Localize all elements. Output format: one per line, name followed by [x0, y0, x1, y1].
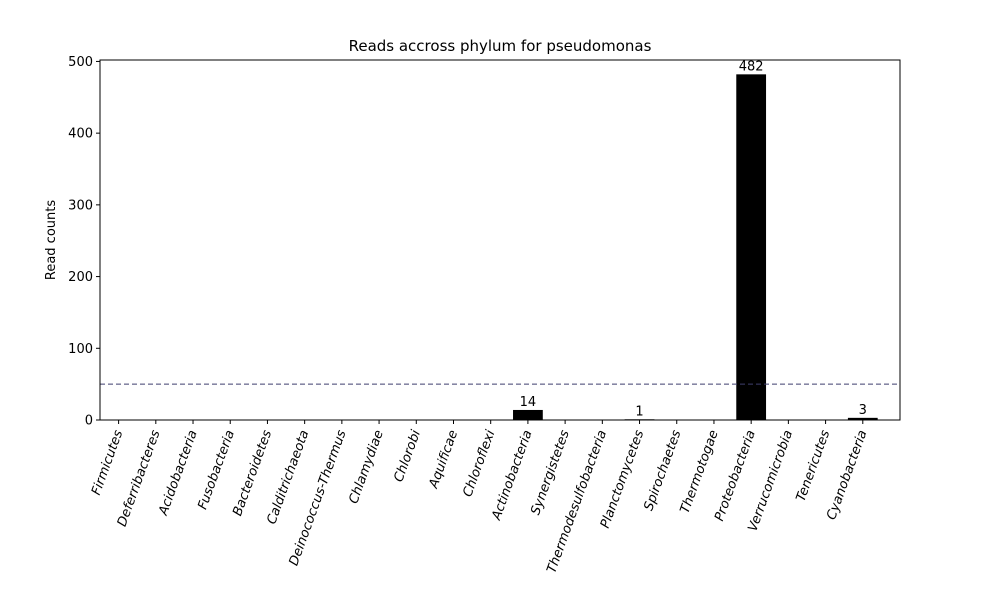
x-tick-label: Cyanobacteria: [824, 428, 870, 522]
bar-cyanobacteria: [847, 417, 878, 420]
bars-group: [513, 74, 878, 421]
bar-proteobacteria: [736, 74, 767, 421]
x-tick-label: Aquificae: [426, 428, 461, 491]
plot-area-frame: [99, 59, 901, 421]
y-tick-label: 400: [68, 127, 93, 142]
x-tick-label: Acidobacteria: [156, 428, 201, 518]
x-tick-label: Synergistetes: [528, 428, 573, 517]
x-tick-label: Bacteroidetes: [230, 428, 275, 518]
y-axis-label: Read counts: [44, 200, 59, 280]
x-tick-label: Firmicutes: [89, 428, 126, 497]
x-tick-label: Chloroflexi: [460, 428, 498, 499]
x-tick-label: Chlorobi: [391, 428, 424, 484]
bar-actinobacteria: [513, 409, 543, 420]
x-tick-label: Thermotogae: [678, 428, 722, 515]
x-tick-label: Fusobacteria: [195, 428, 238, 511]
data-label: 1: [635, 404, 643, 419]
y-tick-label: 200: [68, 270, 93, 285]
chart-title: Reads accross phylum for pseudomonas: [349, 37, 652, 55]
y-tick-label: 300: [68, 198, 93, 213]
x-tick-label: Chlamydiae: [346, 428, 386, 506]
data-label: 14: [520, 395, 537, 410]
data-label: 3: [859, 403, 867, 418]
data-labels-group: 14 1 482 3: [520, 59, 867, 419]
y-tick-label: 100: [68, 342, 93, 357]
x-tick-label: Tenericutes: [794, 428, 834, 504]
x-axis: FirmicutesDeferribacteresAcidobacteriaFu…: [89, 420, 871, 575]
y-tick-label: 0: [85, 414, 93, 429]
y-tick-label: 500: [68, 55, 93, 70]
x-tick-label: Spirochaetes: [641, 428, 684, 513]
data-label: 482: [739, 59, 764, 74]
y-axis: 0 100 200 300 400 500: [68, 55, 100, 429]
